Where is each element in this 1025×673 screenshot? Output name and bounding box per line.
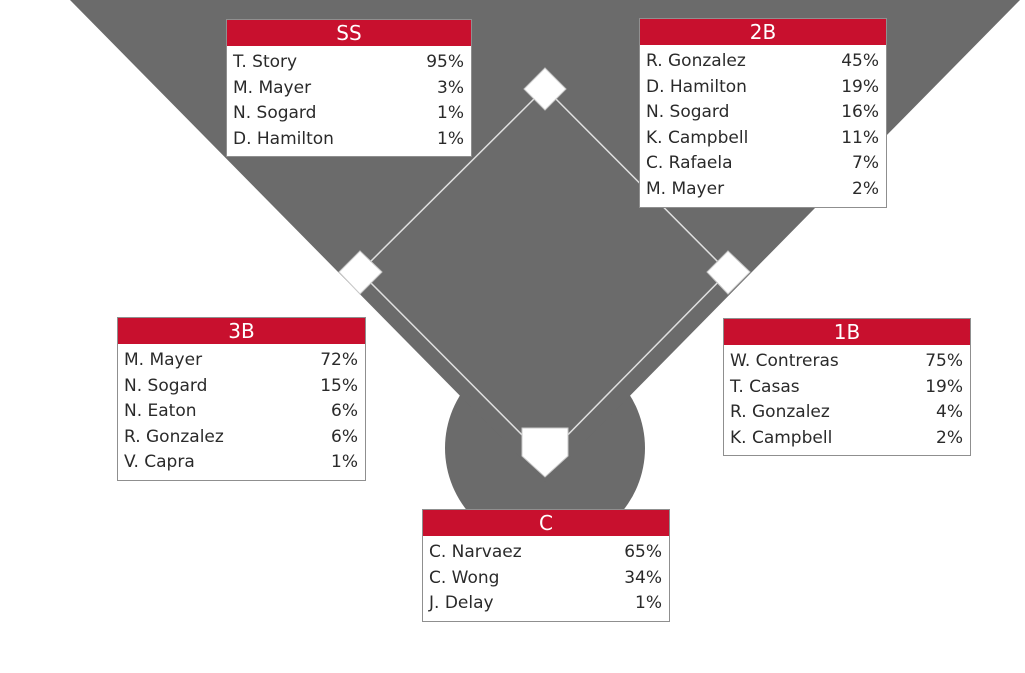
catcher-header: C bbox=[423, 510, 669, 536]
player-row: K. Campbell 11% bbox=[646, 126, 879, 152]
player-row: T. Casas 19% bbox=[730, 375, 963, 401]
player-name: T. Story bbox=[233, 52, 298, 72]
player-row: C. Wong 34% bbox=[429, 566, 662, 592]
player-pct: 75% bbox=[925, 351, 963, 371]
player-pct: 19% bbox=[841, 76, 879, 97]
second-base-card: 2B R. Gonzalez 45% D. Hamilton 19% N. Sogard… bbox=[639, 18, 887, 208]
player-pct: 2% bbox=[852, 178, 879, 199]
player-pct: 72% bbox=[320, 350, 358, 370]
third-base-card: 3B M. Mayer 72% N. Sogard 15% N. Eaton 6% R. G… bbox=[117, 317, 366, 481]
player-row: J. Delay 1% bbox=[429, 591, 662, 617]
player-row: N. Sogard 15% bbox=[124, 374, 358, 400]
player-row: C. Rafaela 7% bbox=[646, 151, 879, 177]
second-base-header: 2B bbox=[640, 19, 886, 45]
player-row: R. Gonzalez 4% bbox=[730, 400, 963, 426]
player-row: M. Mayer 3% bbox=[233, 76, 464, 102]
player-name: D. Hamilton bbox=[233, 128, 334, 149]
player-row: M. Mayer 2% bbox=[646, 177, 879, 203]
player-name: R. Gonzalez bbox=[730, 402, 830, 423]
player-pct: 2% bbox=[936, 427, 963, 448]
player-pct: 16% bbox=[841, 102, 879, 123]
player-pct: 34% bbox=[624, 567, 662, 588]
player-name: V. Capra bbox=[124, 452, 195, 473]
player-row: V. Capra 1% bbox=[124, 450, 358, 476]
catcher-card: C C. Narvaez 65% C. Wong 34% J. Delay 1% bbox=[422, 509, 670, 622]
player-pct: 1% bbox=[635, 593, 662, 614]
player-name: C. Wong bbox=[429, 567, 500, 588]
player-name: M. Mayer bbox=[233, 77, 312, 98]
catcher-player-list: C. Narvaez 65% C. Wong 34% J. Delay 1% bbox=[423, 536, 669, 621]
player-name: N. Sogard bbox=[233, 103, 317, 124]
player-pct: 45% bbox=[841, 51, 879, 71]
player-row: N. Eaton 6% bbox=[124, 399, 358, 425]
player-pct: 95% bbox=[426, 52, 464, 72]
player-row: D. Hamilton 1% bbox=[233, 127, 464, 153]
player-name: M. Mayer bbox=[646, 178, 725, 199]
player-name: R. Gonzalez bbox=[124, 426, 224, 447]
ss-header: SS bbox=[227, 20, 471, 46]
player-name: D. Hamilton bbox=[646, 76, 747, 97]
second-base-player-list: R. Gonzalez 45% D. Hamilton 19% N. Sogard 16%… bbox=[640, 45, 886, 207]
player-row: M. Mayer 72% bbox=[124, 348, 358, 374]
player-row: C. Narvaez 65% bbox=[429, 540, 662, 566]
third-base-header: 3B bbox=[118, 318, 365, 344]
player-pct: 15% bbox=[320, 375, 358, 396]
player-name: K. Campbell bbox=[730, 427, 833, 448]
player-pct: 19% bbox=[925, 376, 963, 397]
player-row: D. Hamilton 19% bbox=[646, 75, 879, 101]
player-pct: 11% bbox=[841, 127, 879, 148]
player-row: N. Sogard 1% bbox=[233, 101, 464, 127]
player-name: C. Rafaela bbox=[646, 153, 733, 174]
player-pct: 7% bbox=[852, 153, 879, 174]
player-pct: 6% bbox=[331, 401, 358, 422]
player-name: W. Contreras bbox=[730, 351, 839, 371]
player-pct: 65% bbox=[624, 542, 662, 562]
player-row: N. Sogard 16% bbox=[646, 100, 879, 126]
player-row: W. Contreras 75% bbox=[730, 349, 963, 375]
player-pct: 6% bbox=[331, 426, 358, 447]
player-name: T. Casas bbox=[730, 376, 800, 397]
player-name: N. Eaton bbox=[124, 401, 197, 422]
player-pct: 1% bbox=[437, 128, 464, 149]
player-row: R. Gonzalez 45% bbox=[646, 49, 879, 75]
player-name: C. Narvaez bbox=[429, 542, 522, 562]
ss-player-list: T. Story 95% M. Mayer 3% N. Sogard 1% D. Hamil… bbox=[227, 46, 471, 156]
player-pct: 3% bbox=[437, 77, 464, 98]
player-name: N. Sogard bbox=[646, 102, 730, 123]
player-name: N. Sogard bbox=[124, 375, 208, 396]
player-name: J. Delay bbox=[429, 593, 494, 614]
home-plate bbox=[521, 427, 569, 478]
third-base-player-list: M. Mayer 72% N. Sogard 15% N. Eaton 6% R. Gonz… bbox=[118, 344, 365, 480]
first-base bbox=[706, 250, 751, 295]
first-base-header: 1B bbox=[724, 319, 970, 345]
player-name: K. Campbell bbox=[646, 127, 749, 148]
first-base-card: 1B W. Contreras 75% T. Casas 19% R. Gonzalez… bbox=[723, 318, 971, 457]
player-pct: 1% bbox=[437, 103, 464, 124]
player-name: R. Gonzalez bbox=[646, 51, 746, 71]
first-base-player-list: W. Contreras 75% T. Casas 19% R. Gonzalez 4% K… bbox=[724, 345, 970, 455]
third-base bbox=[338, 250, 383, 295]
player-row: T. Story 95% bbox=[233, 50, 464, 76]
player-row: R. Gonzalez 6% bbox=[124, 425, 358, 451]
player-pct: 4% bbox=[936, 402, 963, 423]
player-name: M. Mayer bbox=[124, 350, 203, 370]
player-pct: 1% bbox=[331, 452, 358, 473]
ss-card: SS T. Story 95% M. Mayer 3% N. Sogard 1% D. Ha… bbox=[226, 19, 472, 158]
second-base bbox=[523, 67, 567, 111]
player-row: K. Campbell 2% bbox=[730, 426, 963, 452]
